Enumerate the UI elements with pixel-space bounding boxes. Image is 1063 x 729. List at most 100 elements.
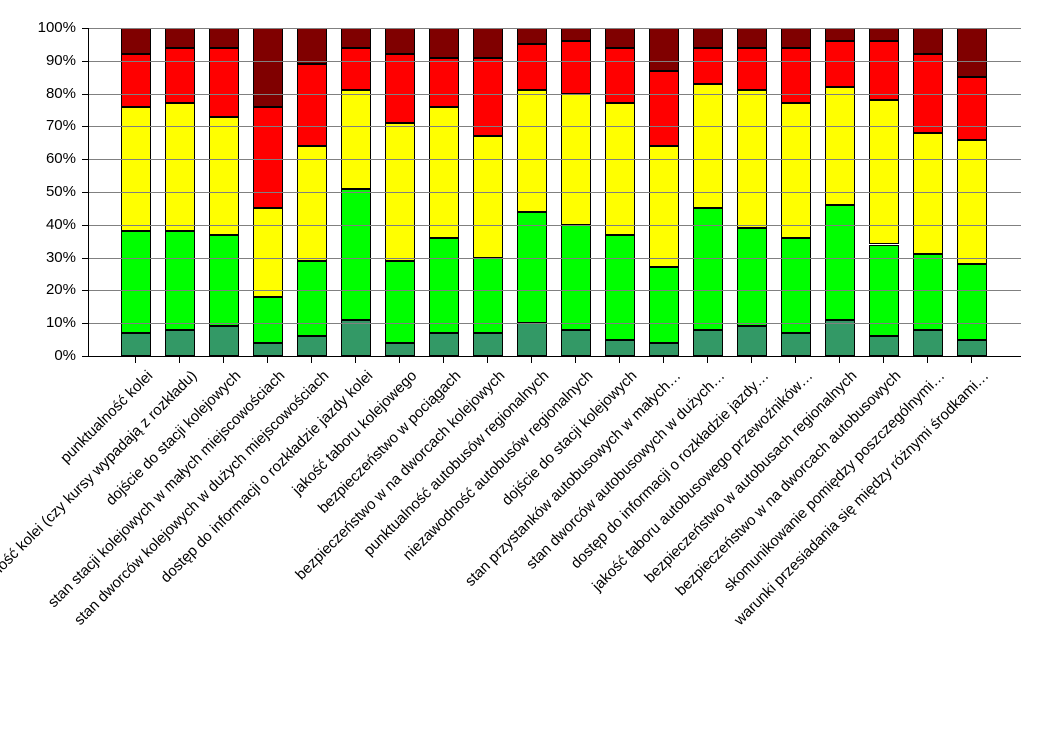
grid-line: [89, 225, 1021, 226]
bar-segment: [473, 258, 503, 333]
x-tick-mark: [971, 357, 972, 363]
y-tick-label: 40%: [20, 217, 76, 232]
y-tick-mark: [82, 126, 88, 127]
x-axis-label: dostęp do informacji o rozkładzie jazdy…: [478, 368, 771, 661]
y-tick-label: 0%: [20, 348, 76, 363]
y-tick-label: 20%: [20, 282, 76, 297]
x-tick-mark: [443, 357, 444, 363]
bar-segment: [297, 261, 327, 336]
bar-segment: [517, 323, 547, 356]
bar-segment: [649, 28, 679, 71]
bar-segment: [781, 28, 811, 48]
x-axis-label: jakość taboru kolejowego: [126, 368, 419, 661]
bar-segment: [165, 330, 195, 356]
x-axis-label: stan dworców kolejowych w dużych miejsco…: [38, 368, 331, 661]
bar-segment: [165, 28, 195, 48]
y-tick-mark: [82, 225, 88, 226]
x-axis-label: bezpieczeństwo w na dworcach kolejowych: [214, 368, 507, 661]
x-axis-label: bezpieczeństwo w na dworcach autobusowyc…: [610, 368, 903, 661]
bar-segment: [297, 336, 327, 356]
bar-segment: [957, 77, 987, 139]
x-tick-mark: [399, 357, 400, 363]
plot-area: [88, 28, 1021, 357]
grid-line: [89, 258, 1021, 259]
bar-segment: [825, 87, 855, 205]
y-tick-mark: [82, 356, 88, 357]
bar-segment: [561, 28, 591, 41]
y-tick-label: 30%: [20, 250, 76, 265]
bar-segment: [517, 28, 547, 44]
bar-segment: [297, 64, 327, 146]
bar-segment: [561, 225, 591, 330]
y-tick-label: 90%: [20, 53, 76, 68]
bar-segment: [429, 333, 459, 356]
x-axis-label: bezpieczeństwo w pociągach: [170, 368, 463, 661]
grid-line: [89, 192, 1021, 193]
bar-segment: [121, 28, 151, 54]
bar-segment: [385, 343, 415, 356]
bar-segment: [473, 28, 503, 58]
bar-segment: [341, 90, 371, 188]
bar-segment: [913, 330, 943, 356]
x-tick-mark: [619, 357, 620, 363]
bar-segment: [341, 189, 371, 320]
bar-segment: [209, 326, 239, 356]
bar-segment: [869, 100, 899, 244]
x-tick-mark: [751, 357, 752, 363]
bar-segment: [561, 41, 591, 93]
bar-segment: [165, 48, 195, 104]
bar-segment: [517, 44, 547, 90]
bar-segment: [957, 28, 987, 77]
bar-segment: [781, 238, 811, 333]
bar-segment: [649, 343, 679, 356]
bar-segment: [605, 48, 635, 104]
bar-segment: [605, 28, 635, 48]
x-tick-mark: [267, 357, 268, 363]
grid-line: [89, 323, 1021, 324]
grid-line: [89, 61, 1021, 62]
x-axis-label: warunki przesiadania się między różnymi …: [698, 368, 991, 661]
bar-segment: [957, 340, 987, 356]
bar-segment: [781, 103, 811, 237]
x-tick-mark: [135, 357, 136, 363]
x-tick-mark: [487, 357, 488, 363]
x-tick-mark: [707, 357, 708, 363]
bar-segment: [473, 58, 503, 137]
bar-segment: [605, 103, 635, 234]
bar-segment: [253, 107, 283, 209]
bar-segment: [473, 136, 503, 257]
x-axis-label: jakość taboru autobusowego przewoźników…: [522, 368, 815, 661]
bar-segment: [429, 58, 459, 107]
y-tick-label: 80%: [20, 86, 76, 101]
bar-segment: [517, 212, 547, 324]
y-tick-mark: [82, 159, 88, 160]
bar-segment: [913, 133, 943, 254]
bar-segment: [297, 28, 327, 64]
bar-segment: [737, 326, 767, 356]
bar-segment: [385, 261, 415, 343]
y-tick-label: 100%: [20, 20, 76, 35]
x-tick-mark: [883, 357, 884, 363]
bar-segment: [209, 28, 239, 48]
bar-segment: [913, 28, 943, 54]
bar-segment: [781, 333, 811, 356]
x-tick-mark: [839, 357, 840, 363]
bar-segment: [517, 90, 547, 211]
y-tick-label: 50%: [20, 184, 76, 199]
bar-segment: [121, 333, 151, 356]
bar-segment: [737, 228, 767, 326]
bar-segment: [649, 146, 679, 267]
bar-segment: [869, 28, 899, 41]
bar-segment: [737, 48, 767, 91]
bar-segment: [429, 238, 459, 333]
x-tick-mark: [355, 357, 356, 363]
stacked-bar-chart: 0%10%20%30%40%50%60%70%80%90%100% punktu…: [20, 20, 1043, 709]
bar-segment: [913, 254, 943, 329]
x-axis-label: dostęp do informacji o rozkładzie jazdy …: [82, 368, 375, 661]
x-tick-mark: [223, 357, 224, 363]
y-tick-mark: [82, 192, 88, 193]
x-axis-label: stan dworców autobusowych w dużych…: [434, 368, 727, 661]
grid-line: [89, 126, 1021, 127]
bar-segment: [869, 336, 899, 356]
x-axis-label: bezpieczeństwo w autobusach regionalnych: [566, 368, 859, 661]
